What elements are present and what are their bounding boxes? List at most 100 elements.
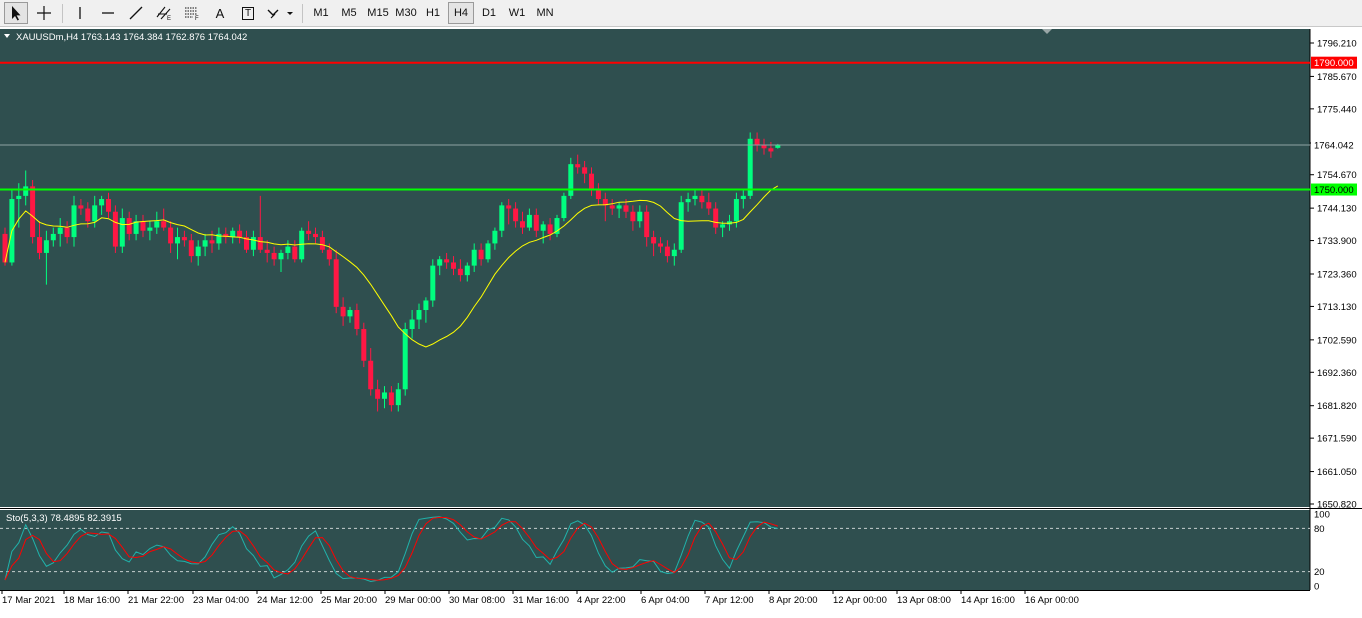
bull-candle <box>195 246 201 257</box>
red-line-price-label: 1790.000 <box>1314 58 1354 69</box>
crosshair-icon <box>37 6 51 20</box>
bear-candle <box>651 237 657 244</box>
price-tick-label: 1702.590 <box>1317 335 1357 346</box>
price-tick-label: 1713.130 <box>1317 302 1357 313</box>
timeframe-m30-button[interactable]: M30 <box>395 7 417 19</box>
timeframe-m5-button[interactable]: M5 <box>341 7 357 19</box>
stochastic-tick-label: 20 <box>1314 567 1325 578</box>
bear-candle <box>223 233 229 238</box>
bear-candle <box>595 189 601 200</box>
fibonacci-tool-button[interactable]: F <box>180 2 204 24</box>
text-tool-button[interactable]: A <box>208 2 232 24</box>
bull-candle <box>540 224 546 231</box>
price-tick-label: 1796.210 <box>1317 39 1357 50</box>
time-tick-label: 4 Apr 22:00 <box>577 595 626 606</box>
symbol-dropdown-icon[interactable] <box>4 34 10 38</box>
stochastic-tick-label: 0 <box>1314 582 1319 593</box>
bear-candle <box>326 249 332 260</box>
green-line-price-label-bg <box>1311 183 1357 196</box>
bear-candle <box>388 392 394 406</box>
bear-candle <box>2 233 8 263</box>
bear-candle <box>271 252 277 260</box>
bull-candle <box>740 195 746 200</box>
bull-candle <box>57 227 63 234</box>
bull-candle <box>692 195 698 200</box>
horizontal-line-tool-button[interactable] <box>96 2 120 24</box>
price-tick-label: 1754.670 <box>1317 170 1357 181</box>
text-label-icon: T <box>241 6 255 20</box>
main-chart-pane[interactable] <box>0 29 1310 507</box>
bull-candle <box>347 310 353 317</box>
time-tick-label: 31 Mar 16:00 <box>513 595 569 606</box>
text-label-tool-button[interactable]: T <box>236 2 260 24</box>
bull-candle <box>382 392 387 399</box>
vertical-line-icon <box>79 7 81 19</box>
price-tick-label: 1661.050 <box>1317 467 1357 478</box>
timeframe-m15-button[interactable]: M15 <box>367 7 389 19</box>
trendline-tool-button[interactable] <box>124 2 148 24</box>
bear-candle <box>375 389 381 399</box>
bear-candle <box>237 230 243 238</box>
symbol-info-text: XAUUSDm,H4 1763.143 1764.384 1762.876 17… <box>16 32 247 43</box>
bull-candle <box>147 227 153 231</box>
bear-candle <box>257 237 263 250</box>
vertical-line-tool-button[interactable] <box>68 2 92 24</box>
bull-candle <box>250 237 256 250</box>
horizontal-lines-group <box>0 61 1310 191</box>
bear-candle <box>340 306 346 317</box>
bear-candle <box>313 233 318 238</box>
bear-candle <box>168 227 174 244</box>
bear-candle <box>513 208 519 222</box>
chart-shift-marker[interactable] <box>1042 29 1052 34</box>
equidistant-channel-tool-button[interactable]: E <box>152 2 176 24</box>
stochastic-group: 100 80 20 0 <box>0 510 1330 593</box>
stochastic-tick-label: 100 <box>1314 510 1330 521</box>
stochastic-pane[interactable] <box>0 510 1310 590</box>
timeframe-h1-button[interactable]: H1 <box>425 7 441 19</box>
cursor-tool-button[interactable] <box>4 2 28 24</box>
chart-area[interactable]: 1796.2101785.6701775.4401764.6701754.670… <box>0 27 1362 613</box>
current-price-label: 1764.042 <box>1314 140 1354 151</box>
bear-candle <box>478 249 484 260</box>
bull-candle <box>16 195 22 200</box>
toolbar-separator <box>302 4 303 23</box>
timeframe-w1-button[interactable]: W1 <box>508 7 526 19</box>
bear-candle <box>361 329 367 361</box>
arrows-tool-button[interactable] <box>264 2 296 24</box>
bear-candle <box>713 208 719 228</box>
bear-candle <box>658 243 663 247</box>
bull-candle <box>747 138 753 196</box>
horizontal-line-icon <box>102 12 114 14</box>
timeframe-m1-button[interactable]: M1 <box>313 7 329 19</box>
bull-candle <box>71 205 77 238</box>
time-tick-label: 8 Apr 20:00 <box>769 595 818 606</box>
channel-icon: E <box>156 6 171 21</box>
bull-candle <box>430 265 436 301</box>
bear-candle <box>582 167 588 174</box>
time-tick-label: 30 Mar 08:00 <box>449 595 505 606</box>
price-chart[interactable]: 1796.2101785.6701775.4401764.6701754.670… <box>0 27 1362 613</box>
bull-candle <box>437 259 443 266</box>
moving-average-line <box>4 185 779 348</box>
bear-candle <box>30 186 36 238</box>
bull-candle <box>154 221 160 228</box>
bull-candle <box>285 246 291 253</box>
bear-candle <box>85 208 91 222</box>
crosshair-tool-button[interactable] <box>32 2 56 24</box>
bear-candle <box>602 199 608 206</box>
timeframe-mn-button[interactable]: MN <box>536 7 554 19</box>
stochastic-signal-line <box>4 516 778 581</box>
timeframe-h4-button[interactable]: H4 <box>448 2 474 24</box>
bear-candle <box>140 221 146 231</box>
bull-candle <box>50 233 56 241</box>
fibonacci-icon: F <box>185 7 199 21</box>
timeframe-d1-button[interactable]: D1 <box>481 7 497 19</box>
stochastic-tick-label: 80 <box>1314 524 1325 535</box>
bear-candle <box>664 246 670 257</box>
time-tick-label: 13 Apr 08:00 <box>897 595 951 606</box>
moving-average-group <box>4 185 779 348</box>
bear-candle <box>292 246 298 260</box>
time-tick-label: 24 Mar 12:00 <box>257 595 313 606</box>
stochastic-main-line <box>4 516 778 583</box>
text-A-icon: A <box>215 5 225 21</box>
